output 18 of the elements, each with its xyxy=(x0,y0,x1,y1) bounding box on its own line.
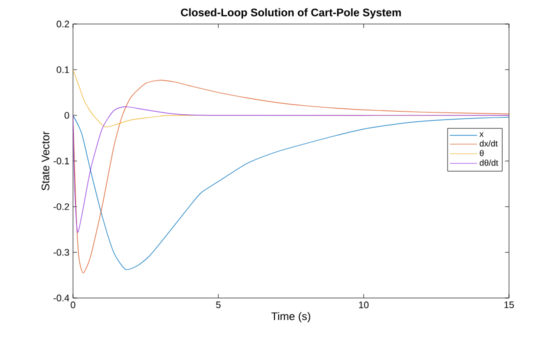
y-tick-label: -0.3 xyxy=(54,248,70,256)
chart-title: Closed-Loop Solution of Cart-Pole System xyxy=(180,8,401,18)
y-tick-label: -0.2 xyxy=(54,203,70,210)
y-tick-label: -0.4 xyxy=(54,294,70,302)
x-tick-label: 10 xyxy=(359,302,369,308)
y-tick-label: 0.2 xyxy=(56,20,70,28)
x-tick-label: 15 xyxy=(504,302,514,308)
y-tick-label: 0 xyxy=(64,112,70,119)
y-axis-title: State Vector xyxy=(42,131,50,190)
x-tick-label: 0 xyxy=(70,302,76,308)
legend-label: x xyxy=(479,132,484,137)
legend-label: dx/dt xyxy=(480,140,498,147)
x-tick-label: 5 xyxy=(216,302,221,308)
y-tick-label: 0.1 xyxy=(56,66,70,74)
x-axis-title: Time (s) xyxy=(271,312,310,322)
legend-label: θ xyxy=(480,150,484,156)
legend-label: dθ/dt xyxy=(480,160,498,166)
y-tick-label: -0.1 xyxy=(54,158,70,164)
